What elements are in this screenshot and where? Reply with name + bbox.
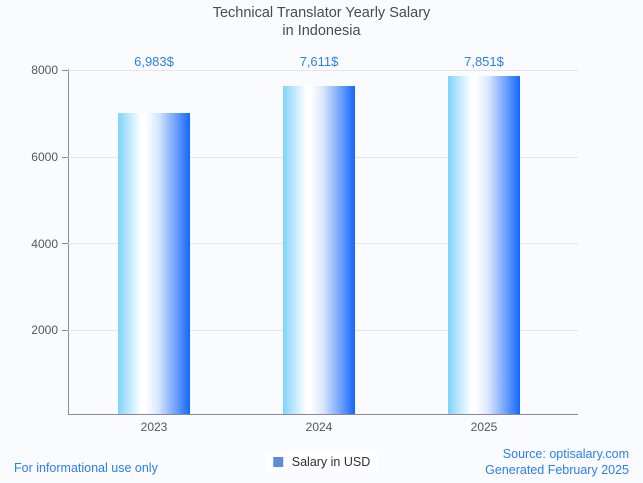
y-axis-tick-mark-8000 [62, 70, 69, 71]
y-axis-tick-label-4000: 4000 [31, 237, 58, 251]
generated-date-text: Generated February 2025 [485, 463, 629, 477]
disclaimer-text: For informational use only [14, 461, 158, 475]
y-axis-tick-label-8000: 8000 [31, 63, 58, 77]
y-axis-tick-label-6000: 6000 [31, 150, 58, 164]
legend-item-label: Salary in USD [291, 455, 371, 469]
chart-title-line-1: Technical Translator Yearly Salary [212, 5, 431, 21]
bar-2025[interactable] [448, 76, 520, 414]
x-axis-label-2023: 2023 [140, 420, 168, 434]
source-attribution: Source: optisalary.com Generated Februar… [485, 446, 629, 478]
bar-2023[interactable] [118, 113, 190, 414]
y-axis-tick-mark-2000 [62, 330, 69, 331]
bar-value-label-2024: 7,611$ [299, 54, 339, 69]
y-axis-tick-mark-6000 [62, 157, 69, 158]
bar-2024[interactable] [283, 86, 355, 414]
chart-legend: Salary in USD [264, 452, 379, 472]
source-text: Source: optisalary.com [502, 447, 629, 461]
x-axis-label-2024: 2024 [305, 420, 333, 434]
bar-value-label-2025: 7,851$ [464, 54, 504, 69]
gridline-8000 [68, 70, 578, 71]
plot-area [68, 70, 578, 414]
bar-value-label-2023: 6,983$ [134, 54, 174, 69]
x-axis-label-2025: 2025 [470, 420, 498, 434]
legend-swatch-icon [272, 457, 283, 467]
y-axis-tick-label-2000: 2000 [31, 323, 58, 337]
x-axis-line [68, 414, 578, 415]
y-axis-tick-mark-4000 [62, 243, 69, 244]
chart-title-line-2: in Indonesia [282, 23, 361, 39]
chart-title: Technical Translator Yearly Salary in Ind… [0, 4, 643, 40]
y-axis-line [68, 69, 69, 415]
